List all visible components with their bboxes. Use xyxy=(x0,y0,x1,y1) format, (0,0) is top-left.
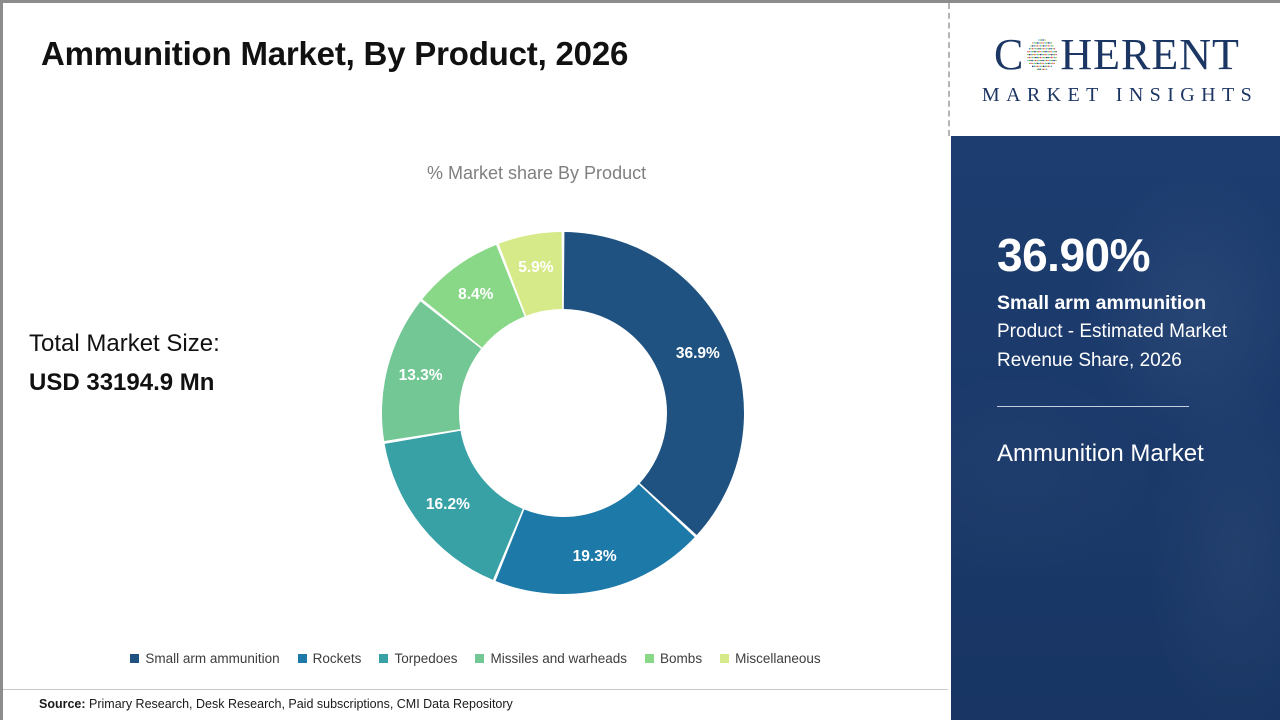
legend-label: Torpedoes xyxy=(394,651,458,666)
stat-value: 36.90% xyxy=(997,229,1151,281)
chart-legend: Small arm ammunition Rockets Torpedoes Miss… xyxy=(3,651,948,666)
donut-chart: 36.9% 19.3% 16.2% 13.3% 8.4% 5.9% xyxy=(378,228,748,598)
donut-slice[interactable] xyxy=(382,301,482,442)
brand-logo-text: HERENT xyxy=(1060,29,1240,79)
legend-swatch-icon xyxy=(720,654,730,663)
donut-slice-label: 8.4% xyxy=(458,285,494,303)
legend-swatch-icon xyxy=(297,654,307,663)
brand-logo-letter-c: C xyxy=(994,29,1025,79)
donut-slice-label: 36.9% xyxy=(675,345,720,363)
legend-label: Bombs xyxy=(660,651,703,666)
donut-slice-label: 13.3% xyxy=(398,366,443,384)
legend-label: Small arm ammunition xyxy=(145,651,280,666)
brand-tagline: MARKET INSIGHTS xyxy=(981,83,1259,106)
donut-slice[interactable] xyxy=(498,232,563,316)
donut-slices[interactable] xyxy=(382,232,744,594)
stat-description: Product - Estimated Market Revenue Share… xyxy=(997,321,1228,372)
legend-swatch-icon xyxy=(130,654,140,663)
donut-slice-label: 5.9% xyxy=(518,259,554,277)
brand-header: C HERENT MARKET INSIGHTS xyxy=(951,3,1280,136)
total-market-value: USD 33194.9 Mn xyxy=(29,368,215,396)
vertical-dashed-divider xyxy=(948,3,950,136)
legend-item[interactable]: Bombs xyxy=(645,651,702,666)
donut-slice[interactable] xyxy=(422,244,525,348)
legend-item[interactable]: Small arm ammunition xyxy=(130,651,280,666)
total-market-size: Total Market Size: USD 33194.9 Mn xyxy=(29,325,220,403)
source-text: Primary Research, Desk Research, Paid su… xyxy=(85,697,513,711)
legend-item[interactable]: Missiles and warheads xyxy=(475,651,627,666)
globe-dots-icon xyxy=(1027,38,1058,70)
highlight-panel: 36.90% Small arm ammunition Product - Es… xyxy=(951,136,1280,720)
stat-segment-name: Small arm ammunition xyxy=(997,292,1207,314)
brand-logo: C HERENT xyxy=(994,29,1240,79)
legend-item[interactable]: Miscellaneous xyxy=(720,651,821,666)
source-line: Source: Primary Research, Desk Research,… xyxy=(39,697,513,711)
donut-slice[interactable] xyxy=(495,484,695,594)
donut-chart-svg xyxy=(382,232,744,594)
legend-label: Missiles and warheads xyxy=(490,651,628,666)
legend-swatch-icon xyxy=(475,654,485,663)
legend-label: Rockets xyxy=(312,651,362,666)
legend-item[interactable]: Rockets xyxy=(297,651,362,666)
report-name: Ammunition Market xyxy=(997,439,1204,467)
total-market-label: Total Market Size: xyxy=(29,330,220,357)
panel-divider xyxy=(997,405,1189,407)
source-label: Source: xyxy=(39,697,86,711)
donut-slice[interactable] xyxy=(384,430,523,580)
legend-swatch-icon xyxy=(645,654,655,663)
donut-slice-label: 16.2% xyxy=(425,495,470,513)
legend-label: Miscellaneous xyxy=(735,651,821,666)
page-title: Ammunition Market, By Product, 2026 xyxy=(41,35,629,72)
legend-swatch-icon xyxy=(379,654,389,663)
source-divider xyxy=(3,689,948,690)
donut-slice[interactable] xyxy=(563,232,744,536)
chart-subtitle: % Market share By Product xyxy=(427,163,647,183)
legend-item[interactable]: Torpedoes xyxy=(379,651,457,666)
donut-slice-label: 19.3% xyxy=(572,547,617,565)
chart-panel: Ammunition Market, By Product, 2026 % Ma… xyxy=(3,3,948,720)
panel-content: 36.90% Small arm ammunition Product - Es… xyxy=(951,136,1280,473)
